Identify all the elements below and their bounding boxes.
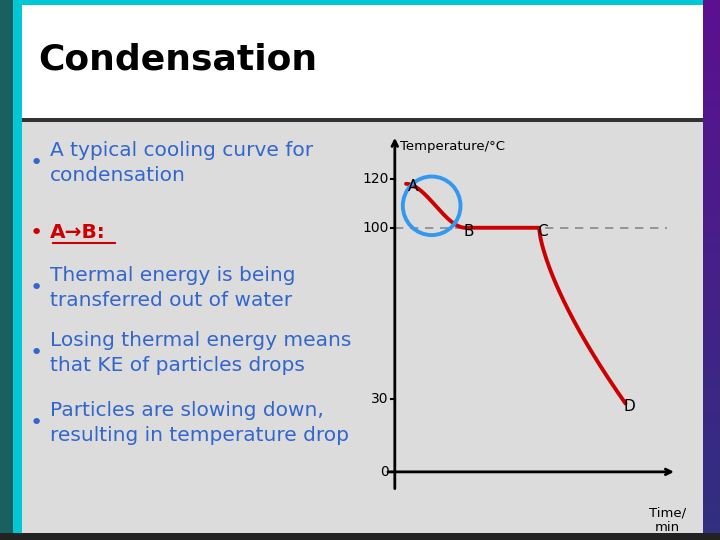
- Bar: [703, 71, 720, 81]
- Bar: [703, 224, 720, 234]
- Text: Condensation: Condensation: [38, 42, 317, 76]
- Text: D: D: [624, 399, 636, 414]
- Text: •: •: [30, 278, 43, 298]
- Text: Time/
min: Time/ min: [649, 506, 685, 534]
- Bar: [703, 215, 720, 225]
- Bar: [0, 0, 13, 540]
- Bar: [703, 116, 720, 126]
- Text: 120: 120: [362, 172, 388, 186]
- Bar: [0, 533, 720, 540]
- Bar: [703, 125, 720, 135]
- Bar: [703, 179, 720, 189]
- Bar: [703, 332, 720, 342]
- Bar: [703, 26, 720, 36]
- Bar: [703, 35, 720, 45]
- Text: Temperature/°C: Temperature/°C: [400, 140, 505, 153]
- Bar: [703, 359, 720, 369]
- Bar: [703, 80, 720, 90]
- Text: •: •: [30, 223, 43, 243]
- Bar: [0, 118, 720, 122]
- Bar: [703, 62, 720, 72]
- Text: A typical cooling curve for
condensation: A typical cooling curve for condensation: [50, 141, 313, 185]
- Bar: [703, 278, 720, 288]
- Bar: [703, 242, 720, 252]
- Bar: [703, 386, 720, 396]
- Text: •: •: [30, 153, 43, 173]
- Bar: [703, 269, 720, 279]
- Bar: [703, 134, 720, 144]
- Bar: [703, 395, 720, 405]
- Bar: [703, 458, 720, 468]
- Bar: [703, 485, 720, 495]
- Bar: [703, 188, 720, 198]
- Bar: [703, 170, 720, 180]
- Bar: [703, 44, 720, 54]
- Bar: [703, 143, 720, 153]
- Bar: [703, 521, 720, 531]
- Bar: [703, 341, 720, 351]
- Bar: [703, 161, 720, 171]
- Bar: [703, 512, 720, 522]
- Bar: [703, 8, 720, 18]
- Bar: [13, 0, 22, 540]
- Bar: [0, 0, 720, 5]
- Text: •: •: [30, 413, 43, 433]
- Bar: [703, 53, 720, 63]
- Bar: [703, 323, 720, 333]
- Bar: [703, 296, 720, 306]
- Bar: [703, 152, 720, 162]
- Bar: [703, 233, 720, 243]
- Bar: [703, 368, 720, 378]
- Bar: [703, 0, 720, 9]
- Text: B: B: [464, 224, 474, 239]
- Bar: [703, 476, 720, 486]
- Bar: [703, 440, 720, 450]
- Bar: [703, 260, 720, 270]
- Text: A→B:: A→B:: [50, 224, 106, 242]
- Bar: [703, 494, 720, 504]
- Bar: [703, 107, 720, 117]
- Bar: [703, 377, 720, 387]
- Bar: [703, 251, 720, 261]
- Bar: [703, 503, 720, 513]
- Bar: [703, 305, 720, 315]
- Bar: [703, 449, 720, 459]
- Bar: [703, 314, 720, 324]
- Text: •: •: [30, 343, 43, 363]
- Bar: [703, 350, 720, 360]
- Bar: [703, 98, 720, 108]
- Bar: [703, 404, 720, 414]
- Text: 30: 30: [371, 392, 388, 406]
- Text: Thermal energy is being
transferred out of water: Thermal energy is being transferred out …: [50, 266, 295, 309]
- Bar: [703, 206, 720, 216]
- Bar: [703, 431, 720, 441]
- Bar: [703, 422, 720, 432]
- Bar: [703, 287, 720, 297]
- Text: Particles are slowing down,
resulting in temperature drop: Particles are slowing down, resulting in…: [50, 401, 349, 444]
- Bar: [703, 467, 720, 477]
- Text: C: C: [537, 224, 548, 239]
- Bar: [703, 17, 720, 27]
- Text: A: A: [408, 179, 418, 194]
- Bar: [0, 0, 720, 118]
- Bar: [703, 413, 720, 423]
- Bar: [703, 89, 720, 99]
- Text: 0: 0: [379, 465, 388, 479]
- Bar: [703, 530, 720, 540]
- Bar: [703, 197, 720, 207]
- Text: Losing thermal energy means
that KE of particles drops: Losing thermal energy means that KE of p…: [50, 332, 351, 375]
- Text: 100: 100: [362, 221, 388, 235]
